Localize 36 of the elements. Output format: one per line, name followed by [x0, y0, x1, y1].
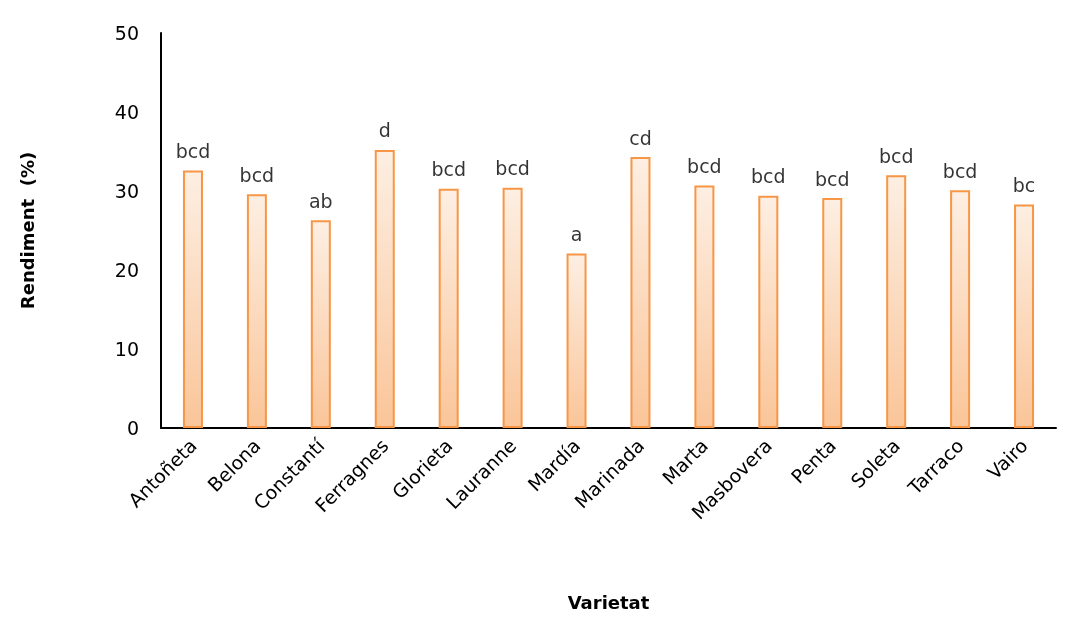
annotation: bcd — [814, 167, 850, 190]
bar — [1014, 204, 1035, 428]
bar — [374, 149, 395, 428]
bar — [694, 185, 715, 428]
bar — [630, 157, 651, 428]
y-tick-label: 20 — [114, 259, 139, 281]
bar — [310, 220, 331, 428]
x-axis-title: Varietat — [567, 591, 650, 613]
annotation: bcd — [175, 139, 211, 162]
y-tick-label: 10 — [114, 338, 139, 360]
bar — [438, 188, 459, 428]
annotation: a — [570, 222, 583, 245]
bar — [502, 187, 523, 428]
y-tick-label: 50 — [114, 22, 139, 44]
annotation: bcd — [687, 154, 722, 177]
y-tick-label: 40 — [114, 101, 139, 123]
y-axis-title: Rendiment (%) — [16, 151, 38, 310]
annotation: bcd — [431, 158, 466, 181]
bar — [182, 170, 203, 428]
annotation: cd — [629, 126, 652, 149]
annotation: bcd — [495, 157, 530, 180]
bar — [822, 198, 843, 428]
y-tick-label: 0 — [126, 417, 139, 439]
bar — [886, 175, 907, 428]
annotation: bcd — [751, 165, 786, 188]
annotation: bcd — [239, 163, 275, 186]
bar — [246, 194, 267, 428]
annotation: bcd — [878, 144, 914, 167]
bar — [758, 195, 779, 428]
annotation: bc — [1012, 173, 1036, 196]
annotation: d — [378, 119, 391, 142]
y-tick-label: 30 — [114, 180, 139, 202]
bar — [566, 253, 587, 428]
annotation: ab — [308, 189, 333, 212]
bar — [950, 190, 971, 428]
annotation: bcd — [942, 159, 978, 182]
